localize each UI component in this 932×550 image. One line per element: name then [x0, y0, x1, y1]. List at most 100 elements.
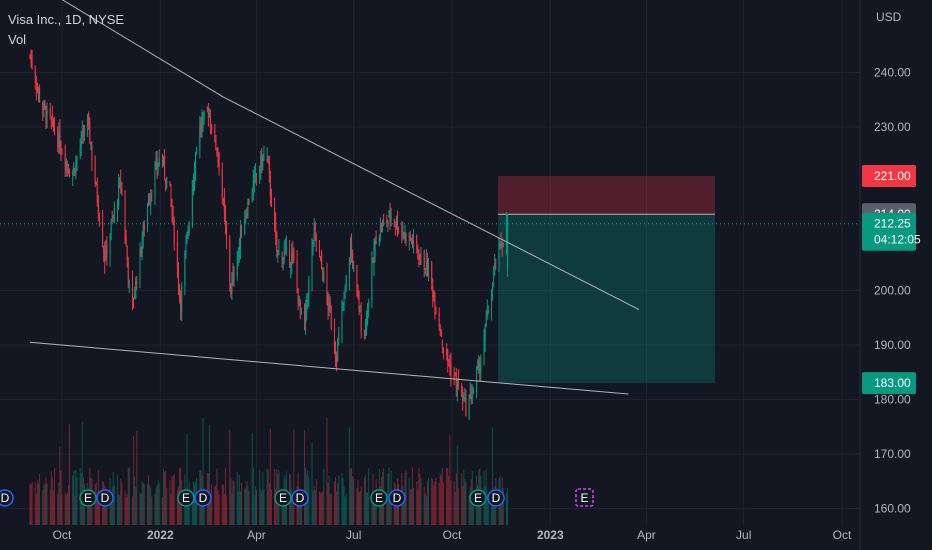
candle-body [170, 187, 172, 202]
candle-body [192, 180, 194, 192]
candle-body [165, 178, 167, 183]
volume-bar [330, 493, 332, 525]
volume-bar [192, 481, 194, 525]
candle-body [410, 239, 412, 241]
candle-body [104, 252, 106, 263]
trendlines[interactable] [0, 0, 640, 395]
earnings-marker[interactable]: E [469, 489, 487, 507]
volume-bar [42, 489, 44, 525]
volume-bar [366, 492, 368, 525]
volume-bar [60, 470, 62, 525]
trendline-support[interactable] [29, 341, 629, 395]
candle-body [487, 310, 489, 312]
candle-body [142, 225, 144, 240]
candle-body [337, 343, 339, 361]
volume-bar [81, 422, 83, 525]
volume-bar [426, 481, 428, 525]
candle-body [199, 125, 201, 151]
earnings-marker[interactable]: E [370, 489, 388, 507]
candle-body [193, 171, 195, 180]
candle-body [231, 280, 233, 292]
candle-body [72, 173, 74, 175]
volume-bar [298, 492, 300, 525]
earnings-marker[interactable]: E [79, 489, 97, 507]
time-scale[interactable]: Oct 2022 Apr Jul Oct 2023 Apr Jul Oct [53, 528, 852, 542]
volume-bar [328, 476, 330, 525]
position-risk-zone[interactable] [498, 176, 715, 215]
dividend-marker[interactable]: D [388, 489, 406, 507]
candle-body [403, 233, 405, 236]
candle-body [238, 243, 240, 252]
candle-body [438, 313, 440, 328]
candle-body [394, 224, 396, 226]
candle-body [327, 294, 329, 308]
trendline-resistance[interactable] [0, 0, 640, 311]
candle-body [371, 262, 373, 300]
volume-bar [244, 487, 246, 525]
candle-body [486, 308, 488, 318]
candle-body [270, 192, 272, 207]
price-scale[interactable]: USD 240.00 230.00 200.00 190.00 180.00 170.00… [874, 10, 911, 516]
candle-body [405, 233, 407, 242]
dividend-marker[interactable]: D [487, 489, 505, 507]
candle-body [202, 113, 204, 125]
candle-body [462, 395, 464, 404]
candle-body [312, 242, 314, 245]
volume-bar [54, 468, 56, 525]
candle-body [500, 243, 502, 247]
candle-body [446, 349, 448, 354]
candle-body [87, 114, 89, 133]
dividend-marker[interactable]: D [194, 489, 212, 507]
candle-body [372, 259, 374, 263]
candle-body [419, 255, 421, 257]
target-price-tag: 183.00 [862, 372, 916, 395]
volume-bar [51, 477, 53, 525]
volume-bar [76, 477, 78, 525]
svg-text:D: D [296, 491, 305, 505]
volume-bar [176, 490, 178, 525]
earnings-marker[interactable]: E [274, 489, 292, 507]
candle-body [171, 205, 173, 215]
candle-body [191, 188, 193, 227]
candle-body [357, 285, 359, 297]
candle-body [254, 171, 256, 173]
earnings-marker[interactable]: E [177, 489, 195, 507]
volume-bar [333, 481, 335, 525]
future-earnings-marker[interactable]: E [575, 488, 594, 507]
short-position-tool[interactable] [498, 176, 715, 384]
volume-bar [72, 475, 74, 525]
volume-bar [232, 480, 234, 525]
candle-body [348, 260, 350, 279]
price-tick-label: 230.00 [874, 120, 911, 134]
dividend-marker[interactable]: D [0, 489, 14, 507]
candle-body [304, 313, 306, 321]
candle-body [91, 144, 93, 161]
volume-bar [193, 484, 195, 525]
dividend-marker[interactable]: D [291, 489, 309, 507]
candle-body [305, 305, 307, 325]
volume-indicator-label[interactable]: Vol [8, 32, 27, 47]
candle-body [409, 235, 411, 240]
volume-bar [266, 468, 268, 525]
candle-body [58, 132, 60, 148]
candle-body [293, 250, 295, 262]
volume-bar [154, 494, 156, 525]
volume-bar [119, 495, 121, 525]
candle-body [308, 278, 310, 298]
symbol-title[interactable]: Visa Inc., 1D, NYSE [8, 12, 125, 27]
candle-body [323, 273, 325, 281]
candle-body [268, 160, 270, 174]
svg-text:D: D [1, 491, 10, 505]
candle-body [432, 286, 434, 298]
dividend-marker[interactable]: D [96, 489, 114, 507]
candle-body [402, 234, 404, 236]
candle-body [169, 181, 171, 184]
volume-bar [457, 487, 459, 525]
position-reward-zone[interactable] [498, 214, 715, 384]
volume-bar [492, 427, 494, 525]
volume-bar [136, 431, 138, 525]
candle-body [389, 207, 391, 219]
